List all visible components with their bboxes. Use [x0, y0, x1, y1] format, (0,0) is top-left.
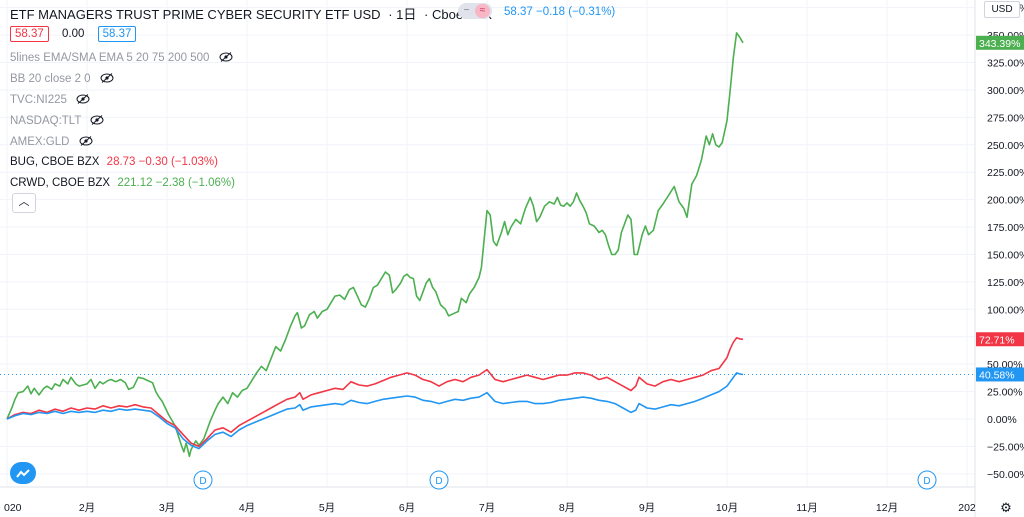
dividend-marker: [429, 470, 449, 490]
y-tick-label: 300.00%: [987, 85, 1024, 97]
dividend-label: D: [923, 476, 930, 487]
y-tick-label: 150.00%: [987, 249, 1024, 261]
series-line-etf: [6, 372, 744, 450]
sell-button[interactable]: 58.37: [10, 26, 49, 42]
price-label: 72.71%: [979, 334, 1015, 346]
x-tick-label: 12月: [876, 502, 898, 514]
y-tick-label: 225.00%: [987, 167, 1024, 179]
series-line-crwd: [6, 32, 744, 458]
dividend-marker: [917, 470, 937, 490]
gear-icon: ⚙: [1000, 500, 1012, 515]
x-tick-label: 020: [4, 502, 22, 514]
eye-hidden-icon[interactable]: [76, 94, 90, 104]
indicator-row[interactable]: NASDAQ:TLT: [10, 115, 104, 127]
y-tick-label: 100.00%: [987, 304, 1024, 316]
x-tick-label: 10月: [716, 502, 738, 514]
x-tick-label: 9月: [639, 502, 655, 514]
series-line-bug: [6, 337, 744, 448]
x-tick-label: 8月: [559, 502, 575, 514]
legend-title: ETF MANAGERS TRUST PRIME CYBER SECURITY …: [10, 4, 492, 23]
y-tick-label: 125.00%: [987, 277, 1024, 289]
eye-hidden-icon[interactable]: [79, 136, 93, 146]
price-label-bg: [976, 35, 1024, 50]
minus-icon[interactable]: −: [463, 5, 470, 16]
price-label-bg: [976, 367, 1024, 382]
indicator-row[interactable]: 5lines EMA/SMA EMA 5 20 75 200 500: [10, 52, 233, 64]
indicator-row[interactable]: AMEX:GLD: [10, 136, 93, 148]
x-tick-label: 11月: [796, 502, 817, 514]
y-tick-label: −25.00%: [987, 441, 1024, 453]
price-label: 343.39%: [979, 38, 1020, 50]
series-legend-bug[interactable]: BUG, CBOE BZX 28.73 −0.30 (−1.03%): [10, 156, 218, 168]
last-quote: 58.37 −0.18 (−0.31%): [504, 6, 616, 18]
eye-hidden-icon[interactable]: [90, 115, 104, 125]
y-tick-label: 25.00%: [987, 387, 1023, 399]
y-tick-label: 0.00%: [987, 414, 1017, 426]
interval-label[interactable]: 1日: [396, 7, 417, 22]
y-tick-label: 200.00%: [987, 195, 1024, 207]
currency-label[interactable]: USD: [984, 1, 1020, 18]
x-tick-label: 2月: [79, 502, 95, 514]
y-tick-label: 325.00%: [987, 58, 1024, 70]
dividend-label: D: [199, 476, 206, 487]
separator-dot: ·: [424, 7, 429, 22]
spread-value: 0.00: [61, 28, 85, 40]
series-legend-crwd[interactable]: CRWD, CBOE BZX 221.12 −2.38 (−1.06%): [10, 177, 235, 189]
dividend-label: D: [435, 476, 442, 487]
cloud-icon: [16, 469, 30, 478]
collapse-legend-button[interactable]: ︿: [12, 193, 36, 213]
x-tick-label: 5月: [319, 502, 335, 514]
y-tick-label: 275.00%: [987, 112, 1024, 124]
x-tick-label: 6月: [399, 502, 415, 514]
x-tick-label: 4月: [239, 502, 255, 514]
price-label-bg: [976, 332, 1024, 347]
x-tick-label: 202: [958, 502, 976, 514]
indicator-row[interactable]: BB 20 close 2 0: [10, 73, 114, 85]
separator-dot: ·: [388, 7, 393, 22]
compare-toggle[interactable]: − ≈: [458, 3, 492, 19]
dividend-marker: [193, 470, 213, 490]
eye-hidden-icon[interactable]: [219, 52, 233, 62]
symbol-title[interactable]: ETF MANAGERS TRUST PRIME CYBER SECURITY …: [10, 7, 381, 22]
x-tick-label: 7月: [479, 502, 495, 514]
indicator-row[interactable]: TVC:NI225: [10, 94, 90, 106]
buy-button[interactable]: 58.37: [97, 26, 137, 42]
y-tick-label: 250.00%: [987, 140, 1024, 152]
y-tick-label: −50.00%: [987, 469, 1024, 481]
tradingview-logo[interactable]: [10, 462, 36, 484]
eye-hidden-icon[interactable]: [100, 73, 114, 83]
x-tick-label: 3月: [159, 502, 175, 514]
y-tick-label: 175.00%: [987, 222, 1024, 234]
approx-icon[interactable]: ≈: [475, 4, 490, 18]
price-label: 40.58%: [979, 369, 1015, 381]
bid-ask-row: 58.37 0.00 58.37: [10, 26, 146, 42]
